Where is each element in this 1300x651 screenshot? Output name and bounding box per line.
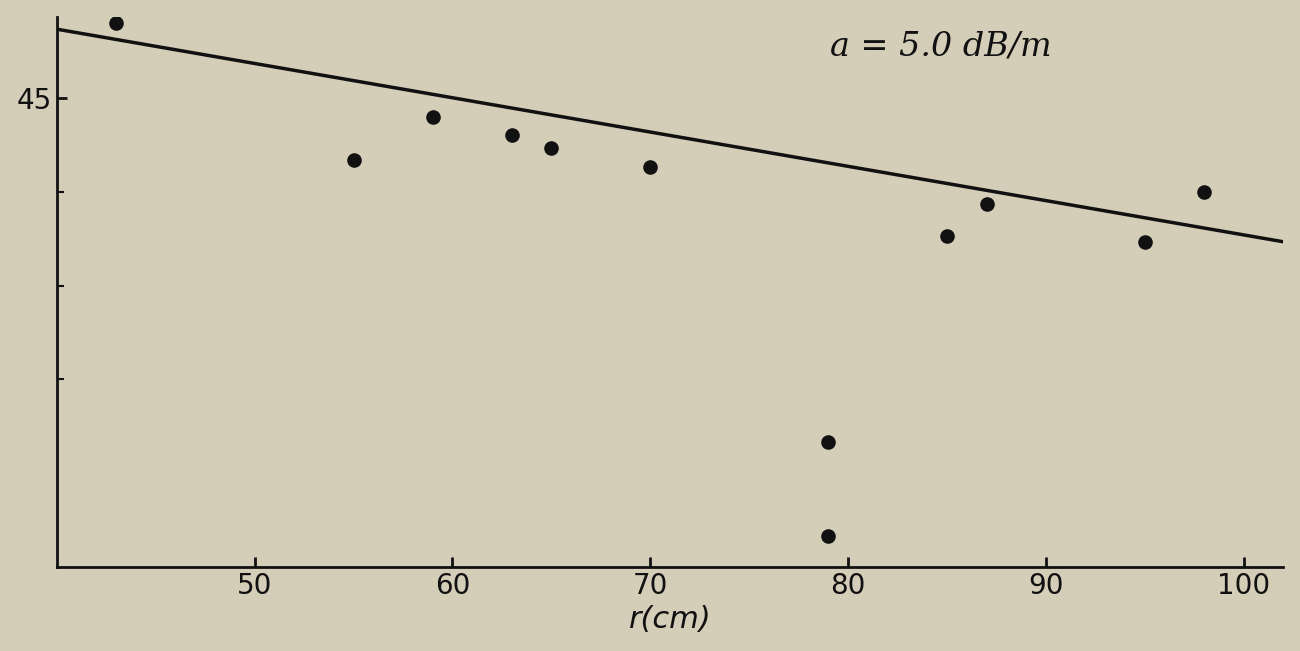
Point [343,156,364,166]
Point [541,143,562,153]
Point [818,531,839,541]
Point [640,161,660,172]
Point [1135,236,1156,247]
Point [976,199,997,210]
Point [818,437,839,447]
Text: a = 5.0 dB/m: a = 5.0 dB/m [829,30,1052,62]
Point [936,230,957,241]
X-axis label: r(cm): r(cm) [629,605,711,634]
Point [422,111,443,122]
Point [502,130,523,141]
Point [105,18,126,28]
Point [1193,187,1214,197]
